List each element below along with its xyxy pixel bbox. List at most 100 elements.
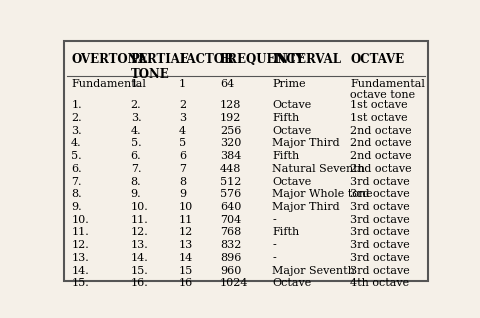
Text: 2nd octave: 2nd octave bbox=[350, 126, 412, 135]
Text: Major Whole tone: Major Whole tone bbox=[272, 189, 372, 199]
Text: 384: 384 bbox=[220, 151, 241, 161]
Text: -: - bbox=[272, 240, 276, 250]
Text: 2: 2 bbox=[179, 100, 186, 110]
Text: Major Seventh: Major Seventh bbox=[272, 266, 355, 276]
Text: 192: 192 bbox=[220, 113, 241, 123]
Text: OCTAVE: OCTAVE bbox=[350, 53, 404, 66]
Text: 320: 320 bbox=[220, 138, 241, 148]
Text: -: - bbox=[272, 215, 276, 225]
Text: Fifth: Fifth bbox=[272, 227, 300, 238]
Text: 2nd octave: 2nd octave bbox=[350, 138, 412, 148]
Text: 3rd octave: 3rd octave bbox=[350, 215, 410, 225]
Text: 7: 7 bbox=[179, 164, 186, 174]
Text: 15.: 15. bbox=[131, 266, 148, 276]
Text: Fifth: Fifth bbox=[272, 151, 300, 161]
Text: FACTOR: FACTOR bbox=[179, 53, 234, 66]
Text: 3.: 3. bbox=[71, 126, 82, 135]
Text: 3: 3 bbox=[179, 113, 186, 123]
Text: Octave: Octave bbox=[272, 176, 312, 186]
Text: -: - bbox=[272, 253, 276, 263]
Text: 256: 256 bbox=[220, 126, 241, 135]
Text: 1.: 1. bbox=[71, 100, 82, 110]
Text: 13.: 13. bbox=[131, 240, 148, 250]
Text: 2.: 2. bbox=[131, 100, 141, 110]
Text: 6.: 6. bbox=[131, 151, 141, 161]
Text: 2nd octave: 2nd octave bbox=[350, 151, 412, 161]
Text: 3.: 3. bbox=[131, 113, 141, 123]
Text: 3rd octave: 3rd octave bbox=[350, 240, 410, 250]
Text: Prime: Prime bbox=[272, 79, 306, 88]
Text: INTERVAL: INTERVAL bbox=[272, 53, 341, 66]
Text: Fifth: Fifth bbox=[272, 113, 300, 123]
Text: 3rd octave: 3rd octave bbox=[350, 227, 410, 238]
Text: 10.: 10. bbox=[131, 202, 148, 212]
Text: OVERTONE: OVERTONE bbox=[71, 53, 147, 66]
Text: 11: 11 bbox=[179, 215, 193, 225]
Text: 14.: 14. bbox=[131, 253, 148, 263]
Text: 1st octave: 1st octave bbox=[350, 113, 408, 123]
Text: 8.: 8. bbox=[71, 189, 82, 199]
Text: 4.: 4. bbox=[71, 138, 82, 148]
Text: 16.: 16. bbox=[131, 278, 148, 288]
Text: 8.: 8. bbox=[131, 176, 141, 186]
Text: 6: 6 bbox=[179, 151, 186, 161]
Text: 8: 8 bbox=[179, 176, 186, 186]
Text: 1024: 1024 bbox=[220, 278, 249, 288]
Text: 128: 128 bbox=[220, 100, 241, 110]
Text: 10: 10 bbox=[179, 202, 193, 212]
Text: 2nd octave: 2nd octave bbox=[350, 164, 412, 174]
Text: 11.: 11. bbox=[71, 227, 89, 238]
Text: Octave: Octave bbox=[272, 126, 312, 135]
Text: 576: 576 bbox=[220, 189, 241, 199]
Text: 12.: 12. bbox=[131, 227, 148, 238]
Text: Major Third: Major Third bbox=[272, 202, 340, 212]
Text: 3rd octave: 3rd octave bbox=[350, 266, 410, 276]
Text: 4th octave: 4th octave bbox=[350, 278, 409, 288]
Text: Fundamental
octave tone: Fundamental octave tone bbox=[350, 79, 425, 100]
Text: 832: 832 bbox=[220, 240, 241, 250]
Text: Major Third: Major Third bbox=[272, 138, 340, 148]
Text: 768: 768 bbox=[220, 227, 241, 238]
Text: Octave: Octave bbox=[272, 278, 312, 288]
Text: 13.: 13. bbox=[71, 253, 89, 263]
Text: 1.: 1. bbox=[131, 79, 141, 88]
Text: 3rd octave: 3rd octave bbox=[350, 253, 410, 263]
Text: 640: 640 bbox=[220, 202, 241, 212]
Text: 6.: 6. bbox=[71, 164, 82, 174]
Text: 1st octave: 1st octave bbox=[350, 100, 408, 110]
Text: PARTIAL
TONE: PARTIAL TONE bbox=[131, 53, 189, 81]
Text: 1: 1 bbox=[179, 79, 186, 88]
Text: 960: 960 bbox=[220, 266, 241, 276]
Text: 3rd octave: 3rd octave bbox=[350, 189, 410, 199]
Text: 5.: 5. bbox=[71, 151, 82, 161]
Text: 12.: 12. bbox=[71, 240, 89, 250]
Text: 9.: 9. bbox=[131, 189, 141, 199]
Text: 64: 64 bbox=[220, 79, 234, 88]
Text: 15.: 15. bbox=[71, 278, 89, 288]
Text: 4: 4 bbox=[179, 126, 186, 135]
Text: 896: 896 bbox=[220, 253, 241, 263]
Text: 10.: 10. bbox=[71, 215, 89, 225]
Text: 9: 9 bbox=[179, 189, 186, 199]
Text: 448: 448 bbox=[220, 164, 241, 174]
Text: 12: 12 bbox=[179, 227, 193, 238]
Text: Natural Seventh: Natural Seventh bbox=[272, 164, 365, 174]
Text: 14.: 14. bbox=[71, 266, 89, 276]
Text: 13: 13 bbox=[179, 240, 193, 250]
Text: 14: 14 bbox=[179, 253, 193, 263]
Text: 704: 704 bbox=[220, 215, 241, 225]
Text: 4.: 4. bbox=[131, 126, 141, 135]
Text: 5.: 5. bbox=[131, 138, 141, 148]
Text: 16: 16 bbox=[179, 278, 193, 288]
Text: Fundamental: Fundamental bbox=[71, 79, 146, 88]
Text: 7.: 7. bbox=[131, 164, 141, 174]
Text: 2.: 2. bbox=[71, 113, 82, 123]
Text: Octave: Octave bbox=[272, 100, 312, 110]
Text: 15: 15 bbox=[179, 266, 193, 276]
Text: 11.: 11. bbox=[131, 215, 148, 225]
Text: 5: 5 bbox=[179, 138, 186, 148]
Text: 512: 512 bbox=[220, 176, 241, 186]
Text: 9.: 9. bbox=[71, 202, 82, 212]
Text: FREQUENCY: FREQUENCY bbox=[220, 53, 305, 66]
Text: 3rd octave: 3rd octave bbox=[350, 202, 410, 212]
